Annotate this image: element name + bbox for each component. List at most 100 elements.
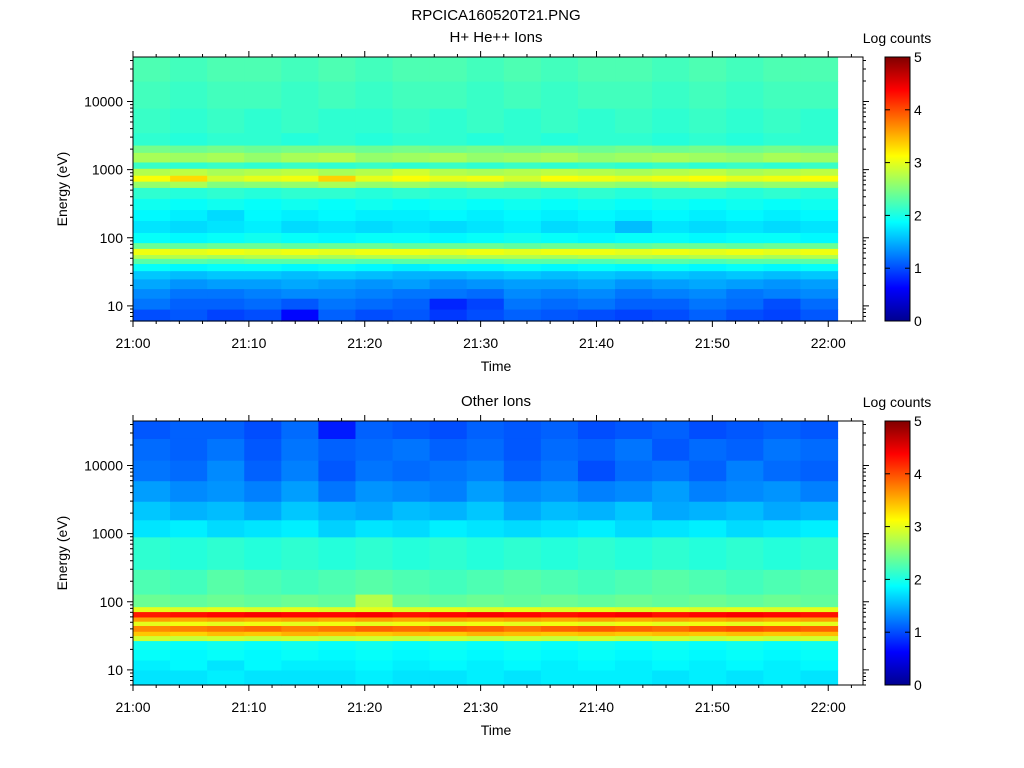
heatmap-cell [281,144,319,153]
heatmap-cell [281,649,319,661]
heatmap-cell [392,611,431,618]
heatmap-cell [318,659,357,671]
heatmap-cell [170,254,208,259]
heatmap-cell [800,168,839,176]
heatmap-cell [800,649,839,661]
x-axis: 21:00 21:10 21:20 21:30 21:40 21:50 22:00 [115,415,852,715]
heatmap-cell [318,263,357,272]
heatmap-cell [281,57,319,82]
colorbar-tick-label: 5 [914,413,922,429]
heatmap-cell [355,606,394,613]
heatmap-cell [800,298,839,310]
heatmap-cell [540,232,579,244]
heatmap-cell [540,640,579,650]
heatmap-cell [281,438,319,461]
heatmap-cell [429,57,468,82]
heatmap-cell [318,631,357,637]
heatmap-cell [503,161,542,169]
heatmap-cell [133,181,171,188]
heatmap-cell [689,298,727,310]
heatmap-cell [133,606,171,613]
heatmap-cell [355,611,394,618]
heatmap-cell [355,187,394,199]
heatmap-cell [281,187,319,199]
heatmap-cell [281,220,319,233]
heatmap-cell [726,278,764,290]
heatmap-cell [577,270,616,280]
heatmap-cell [318,57,357,82]
heatmap-cell [763,611,802,618]
heatmap-cell [689,254,727,259]
heatmap-cell [170,270,208,280]
heatmap-cell [726,57,764,82]
heatmap-cell [392,181,431,188]
heatmap-cell [503,248,542,255]
heatmap-cell [170,187,208,199]
heatmap-cell [800,270,839,280]
heatmap-cell [800,248,839,255]
heatmap-cell [652,258,690,265]
heatmap-cell [503,181,542,188]
heatmap-cell [800,254,839,259]
heatmap-cell [726,108,764,134]
heatmap-cell [763,248,802,255]
heatmap-cell [244,460,282,482]
heatmap-cell [540,254,579,259]
heatmap-cell [170,175,208,182]
heatmap-cell [244,659,282,671]
heatmap-cell [133,232,171,244]
heatmap-cell [689,594,727,608]
y-tick-label: 1000 [92,526,123,542]
heatmap-cell [281,175,319,182]
heatmap-cell [652,168,690,176]
heatmap-cell [577,669,616,686]
heatmap-cell [466,220,505,233]
heatmap-cell [133,270,171,280]
heatmap-cell [170,501,208,521]
heatmap-cell [318,270,357,280]
x-tick-label: 21:30 [463,699,498,715]
heatmap-cell [133,57,171,82]
heatmap-cell [318,278,357,290]
heatmap-cell [615,278,653,290]
heatmap-cell [318,569,357,595]
heatmap-cell [281,248,319,255]
heatmap-cell [540,438,579,461]
heatmap-cell [726,80,764,109]
heatmap-cell [429,254,468,259]
y-tick-label: 100 [100,594,124,610]
heatmap-cell [318,232,357,244]
heatmap-cell [615,649,653,661]
heatmap-cell [429,635,468,642]
heatmap-cell [466,270,505,280]
heatmap-cell [726,611,764,618]
heatmap-cell [392,669,431,686]
heatmap-cell [355,309,394,322]
heatmap-cell [207,438,245,461]
heatmap-cell [540,258,579,265]
heatmap-cell [392,621,431,626]
heatmap-cell [133,168,171,176]
heatmap-cell [170,161,208,169]
heatmap-cell [540,606,579,613]
heatmap-cell [281,132,319,146]
heatmap-cell [466,460,505,482]
colorbar-tick-label: 2 [914,571,922,587]
heatmap-cell [355,263,394,272]
heatmap-cell [318,220,357,233]
heatmap-cell [170,248,208,255]
heatmap-cell [615,57,653,82]
heatmap-cell [615,144,653,153]
heatmap-cell [355,168,394,176]
heatmap-cell [615,621,653,626]
colorbar-tick-label: 4 [914,466,922,482]
heatmap-cell [207,519,245,538]
heatmap-cell [429,181,468,188]
heatmap-cell [355,108,394,134]
heatmap-cell [392,569,431,595]
heatmap-cell [800,631,839,637]
heatmap-cell [318,501,357,521]
heatmap-cell [540,248,579,255]
heatmap-cell [429,161,468,169]
heatmap-cell [503,501,542,521]
